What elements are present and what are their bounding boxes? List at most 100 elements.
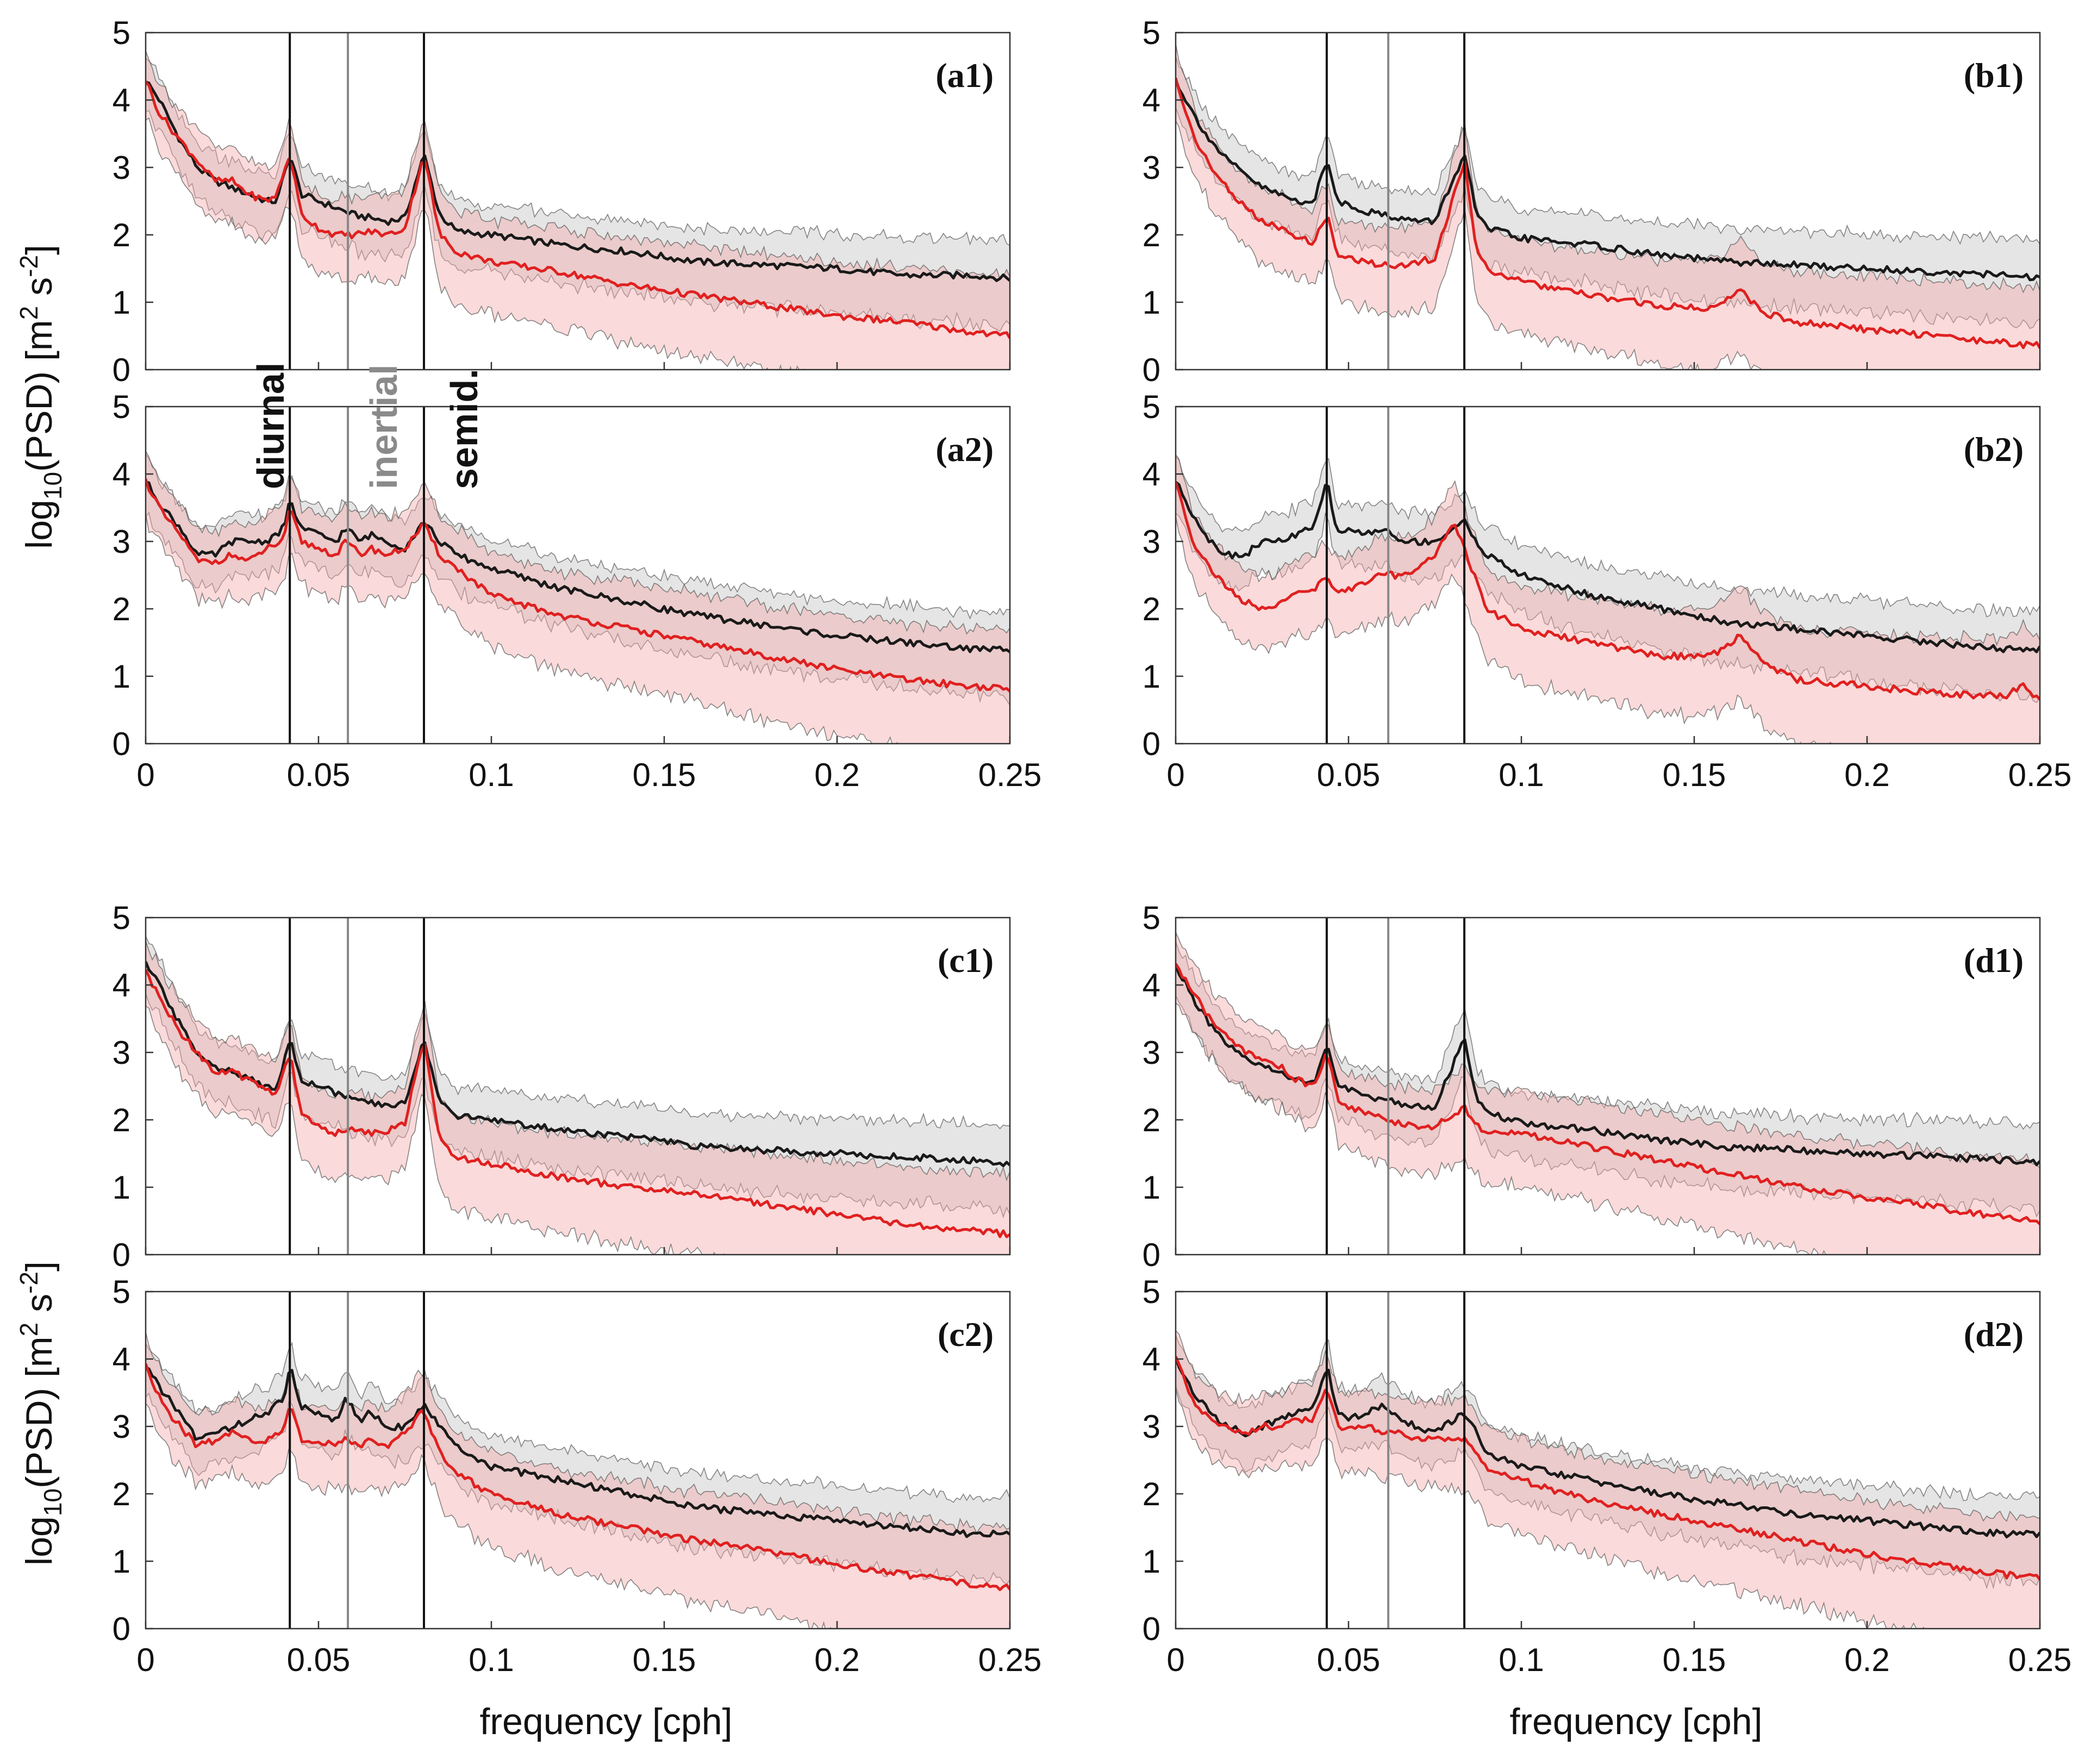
y-tick-label-b2: 0 — [1143, 726, 1160, 762]
y-tick-label-d1: 5 — [1143, 900, 1160, 936]
plot-area-a1 — [146, 51, 1010, 415]
y-tick-label-b1: 4 — [1143, 82, 1160, 119]
panel-label-c1: (c1) — [938, 941, 994, 980]
annotation-diurnal: diurnal — [249, 363, 292, 489]
y-tick-label-a1: 5 — [113, 15, 130, 51]
y-tick-label-d1: 3 — [1143, 1034, 1160, 1071]
y-tick-label-c2: 5 — [113, 1274, 130, 1310]
y-tick-label-a1: 2 — [113, 217, 130, 253]
x-axis-label-right: frequency [cph] — [1510, 1701, 1763, 1742]
plot-area-b2 — [1176, 455, 2040, 774]
y-tick-label-d2: 0 — [1143, 1611, 1160, 1647]
y-tick-label-c2: 0 — [113, 1611, 130, 1647]
y-tick-label-d2: 2 — [1143, 1476, 1160, 1512]
x-tick-label-c2: 0 — [136, 1642, 154, 1678]
x-tick-label-a2: 0.1 — [469, 757, 514, 793]
x-tick-label-a2: 0.25 — [978, 757, 1042, 793]
y-tick-label-b1: 1 — [1143, 284, 1160, 321]
y-tick-label-d2: 1 — [1143, 1543, 1160, 1580]
y-tick-label-b2: 1 — [1143, 658, 1160, 695]
y-tick-label-a2: 1 — [113, 658, 130, 695]
y-tick-label-c2: 2 — [113, 1476, 130, 1512]
y-tick-label-c1: 4 — [113, 967, 130, 1003]
y-tick-label-a2: 4 — [113, 456, 130, 493]
y-tick-label-b2: 3 — [1143, 523, 1160, 560]
y-tick-label-b1: 2 — [1143, 217, 1160, 253]
plot-area-d2 — [1176, 1331, 2040, 1656]
panel-d2: 0 1 2 3 4 5 0 0.05 0.1 0.15 0.2 0.25 (d2) — [1143, 1274, 2072, 1678]
panel-a1: 0 1 2 3 4 5 (a1) — [113, 15, 1010, 415]
x-tick-label-b2: 0 — [1166, 757, 1184, 793]
y-tick-label-c1: 3 — [113, 1034, 130, 1071]
x-tick-label-b2: 0.1 — [1499, 757, 1544, 793]
y-tick-label-a1: 4 — [113, 82, 130, 119]
x-tick-label-b2: 0.15 — [1663, 757, 1726, 793]
y-tick-label-b1: 3 — [1143, 149, 1160, 186]
y-tick-label-a2: 2 — [113, 591, 130, 627]
y-tick-label-b2: 5 — [1143, 389, 1160, 425]
annotation-inertial: inertial — [363, 364, 405, 489]
y-tick-label-d1: 1 — [1143, 1169, 1160, 1206]
y-tick-label-d1: 4 — [1143, 967, 1160, 1003]
y-tick-label-b1: 0 — [1143, 352, 1160, 388]
y-axis-label-bottom: log10(PSD) [m2 s-2] — [15, 1261, 67, 1566]
y-tick-label-a1: 0 — [113, 352, 130, 388]
y-tick-label-c2: 4 — [113, 1341, 130, 1377]
x-tick-label-d2: 0.15 — [1663, 1642, 1726, 1678]
x-tick-label-d2: 0.2 — [1844, 1642, 1889, 1678]
y-tick-label-c2: 1 — [113, 1543, 130, 1580]
x-tick-label-d2: 0.1 — [1499, 1642, 1544, 1678]
plot-area-a2 — [146, 451, 1010, 771]
plot-area-c1 — [146, 936, 1010, 1313]
band-red-d1 — [1176, 932, 2040, 1298]
x-tick-label-d2: 0.25 — [2008, 1642, 2072, 1678]
panel-label-a1: (a1) — [935, 56, 994, 95]
x-tick-label-b2: 0.05 — [1317, 757, 1381, 793]
x-tick-label-c2: 0.1 — [469, 1642, 514, 1678]
x-tick-label-b2: 0.2 — [1844, 757, 1889, 793]
x-tick-label-a2: 0.05 — [287, 757, 351, 793]
annotation-semid: semid. — [443, 369, 485, 489]
y-tick-label-b2: 4 — [1143, 456, 1160, 493]
panel-label-c2: (c2) — [938, 1315, 994, 1354]
x-axis-label-left: frequency [cph] — [480, 1701, 733, 1742]
x-tick-label-c2: 0.05 — [287, 1642, 351, 1678]
panel-label-a2: (a2) — [935, 430, 994, 469]
plot-area-c2 — [146, 1332, 1010, 1667]
y-tick-label-a2: 3 — [113, 523, 130, 560]
y-tick-label-c1: 1 — [113, 1169, 130, 1206]
y-axis-label-top: log10(PSD) [m2 s-2] — [15, 245, 67, 549]
y-tick-label-d2: 4 — [1143, 1341, 1160, 1377]
panel-c2: 0 1 2 3 4 5 0 0.05 0.1 0.15 0.2 0.25 (c2) — [113, 1274, 1042, 1678]
x-tick-label-a2: 0.15 — [633, 757, 696, 793]
y-tick-label-b2: 2 — [1143, 591, 1160, 627]
y-tick-label-d1: 2 — [1143, 1102, 1160, 1138]
x-tick-label-a2: 0.2 — [814, 757, 859, 793]
panel-b2: 0 1 2 3 4 5 0 0.05 0.1 0.15 0.2 0.25 (b2) — [1143, 389, 2072, 793]
plot-area-d1 — [1176, 932, 2040, 1298]
panel-label-b1: (b1) — [1964, 56, 2024, 95]
x-tick-label-c2: 0.2 — [814, 1642, 859, 1678]
x-tick-label-b2: 0.25 — [2008, 757, 2072, 793]
panel-label-b2: (b2) — [1964, 430, 2024, 469]
y-tick-label-a1: 1 — [113, 284, 130, 321]
panel-c1: 0 1 2 3 4 5 (c1) — [113, 900, 1010, 1313]
psd-figure: 012345(a1)0123450 0.05 0.1 0.15 0.2 0.25(a2)0… — [0, 0, 2091, 1764]
panels-layer: 012345(a1)0123450 0.05 0.1 0.15 0.2 0.25(a2)0… — [113, 15, 2072, 1678]
y-tick-label-c1: 0 — [113, 1237, 130, 1273]
y-tick-label-a1: 3 — [113, 149, 130, 186]
panel-d1: 0 1 2 3 4 5 (d1) — [1143, 900, 2040, 1298]
x-tick-label-c2: 0.15 — [633, 1642, 696, 1678]
panel-label-d1: (d1) — [1964, 941, 2024, 980]
x-tick-label-a2: 0 — [136, 757, 154, 793]
panel-label-d2: (d2) — [1964, 1315, 2024, 1354]
y-tick-label-d1: 0 — [1143, 1237, 1160, 1273]
panel-b1: 0 1 2 3 4 5 (b1) — [1143, 15, 2040, 421]
y-tick-label-a2: 5 — [113, 389, 130, 425]
y-tick-label-c1: 5 — [113, 900, 130, 936]
y-tick-label-b1: 5 — [1143, 15, 1160, 51]
y-tick-label-c1: 2 — [113, 1102, 130, 1138]
x-tick-label-c2: 0.25 — [978, 1642, 1042, 1678]
y-tick-label-c2: 3 — [113, 1408, 130, 1445]
y-tick-label-d2: 5 — [1143, 1274, 1160, 1310]
